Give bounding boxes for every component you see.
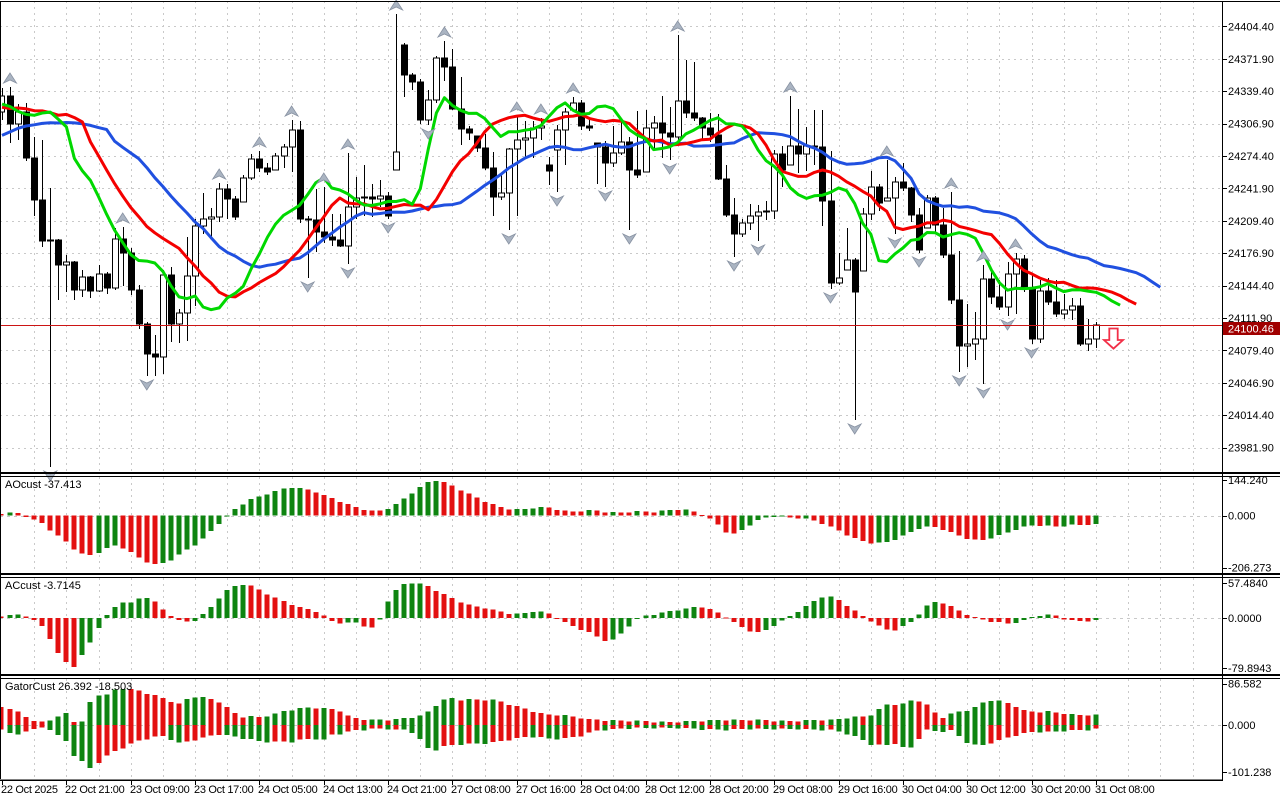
svg-text:27 Oct 16:00: 27 Oct 16:00 [516, 784, 576, 796]
svg-text:28 Oct 12:00: 28 Oct 12:00 [645, 784, 705, 796]
svg-text:0.000: 0.000 [1228, 511, 1256, 523]
svg-text:24404.40: 24404.40 [1228, 21, 1274, 33]
svg-text:144.240: 144.240 [1228, 475, 1268, 487]
svg-text:-79.8943: -79.8943 [1228, 663, 1271, 675]
svg-text:57.4840: 57.4840 [1228, 578, 1268, 590]
svg-text:24176.90: 24176.90 [1228, 248, 1274, 260]
svg-text:24306.90: 24306.90 [1228, 119, 1274, 131]
svg-text:30 Oct 20:00: 30 Oct 20:00 [1031, 784, 1091, 796]
svg-text:0.000: 0.000 [1228, 720, 1256, 732]
svg-text:24241.90: 24241.90 [1228, 183, 1274, 195]
svg-text:23981.90: 23981.90 [1228, 443, 1274, 455]
svg-text:31 Oct 08:00: 31 Oct 08:00 [1095, 784, 1155, 796]
svg-text:AOcust -37.413: AOcust -37.413 [5, 479, 81, 491]
svg-text:24 Oct 05:00: 24 Oct 05:00 [258, 784, 318, 796]
svg-text:24144.40: 24144.40 [1228, 281, 1274, 293]
svg-text:GatorCust 26.392 -18.503: GatorCust 26.392 -18.503 [5, 681, 132, 693]
svg-text:30 Oct 12:00: 30 Oct 12:00 [966, 784, 1026, 796]
svg-text:24046.90: 24046.90 [1228, 378, 1274, 390]
svg-text:22 Oct 2025: 22 Oct 2025 [1, 784, 58, 796]
svg-text:24100.46: 24100.46 [1228, 324, 1274, 336]
svg-text:27 Oct 08:00: 27 Oct 08:00 [451, 784, 511, 796]
svg-text:24014.40: 24014.40 [1228, 410, 1274, 422]
svg-text:24209.40: 24209.40 [1228, 216, 1274, 228]
svg-text:29 Oct 16:00: 29 Oct 16:00 [838, 784, 898, 796]
svg-text:30 Oct 04:00: 30 Oct 04:00 [902, 784, 962, 796]
svg-text:24274.40: 24274.40 [1228, 151, 1274, 163]
svg-text:28 Oct 20:00: 28 Oct 20:00 [709, 784, 769, 796]
svg-text:24 Oct 21:00: 24 Oct 21:00 [387, 784, 447, 796]
svg-text:ACcust -3.7145: ACcust -3.7145 [5, 580, 81, 592]
svg-text:24371.90: 24371.90 [1228, 54, 1274, 66]
svg-text:0.0000: 0.0000 [1228, 613, 1262, 625]
svg-text:24079.40: 24079.40 [1228, 345, 1274, 357]
svg-text:-101.238: -101.238 [1228, 767, 1271, 779]
svg-text:28 Oct 04:00: 28 Oct 04:00 [580, 784, 640, 796]
svg-text:24339.40: 24339.40 [1228, 86, 1274, 98]
svg-text:23 Oct 17:00: 23 Oct 17:00 [194, 784, 254, 796]
svg-text:22 Oct 21:00: 22 Oct 21:00 [65, 784, 125, 796]
svg-text:24 Oct 13:00: 24 Oct 13:00 [323, 784, 383, 796]
svg-text:29 Oct 08:00: 29 Oct 08:00 [773, 784, 833, 796]
svg-text:23 Oct 09:00: 23 Oct 09:00 [130, 784, 190, 796]
svg-text:-206.273: -206.273 [1228, 563, 1271, 575]
svg-text:86.582: 86.582 [1228, 679, 1262, 691]
